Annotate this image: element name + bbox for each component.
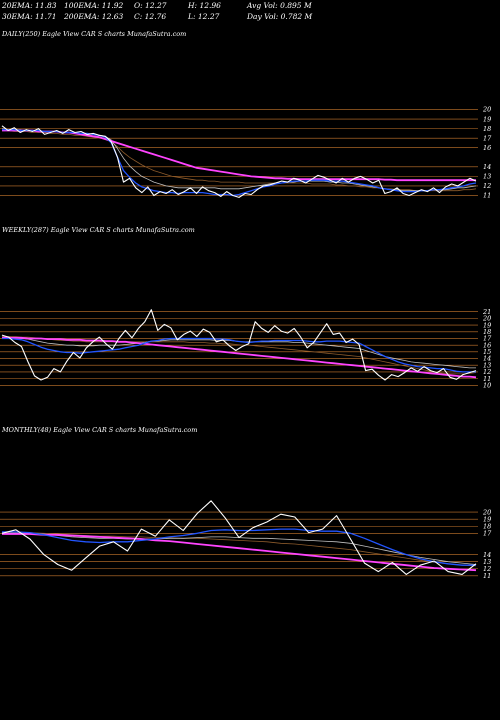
- daily-y-tick: 12: [483, 182, 491, 190]
- daily-y-tick: 18: [483, 125, 491, 133]
- monthly-y-tick: 19: [483, 515, 491, 523]
- monthly-y-tick: 20: [482, 508, 491, 516]
- weekly-ema-long-line: [2, 336, 477, 379]
- monthly-y-tick: 17: [483, 530, 492, 538]
- weekly-y-tick: 13: [483, 361, 491, 369]
- weekly-y-tick: 17: [483, 335, 492, 343]
- daily-price-line: [1, 125, 477, 198]
- weekly-y-tick: 21: [482, 308, 491, 316]
- monthly-y-tick: 18: [483, 522, 491, 530]
- high-readout: H: 12.96: [188, 1, 221, 10]
- monthly-ema-long-line: [2, 533, 477, 572]
- low-readout: L: 12.27: [188, 12, 220, 21]
- monthly-y-tick: 12: [483, 565, 491, 573]
- avg-volume-readout: Avg Vol: 0.895 M: [247, 1, 312, 10]
- open-readout: O: 12.27: [134, 1, 167, 10]
- monthly-ema-fast-line: [2, 528, 476, 566]
- monthly-price-line: [1, 500, 477, 575]
- daily-y-tick: 16: [483, 144, 491, 152]
- monthly-y-tick: 11: [483, 572, 491, 580]
- daily-y-tick: 11: [483, 192, 491, 200]
- daily-ema-long-line: [2, 129, 476, 182]
- weekly-y-tick: 12: [483, 368, 491, 376]
- daily-y-tick: 17: [483, 134, 492, 142]
- monthly-y-tick: 13: [483, 558, 491, 566]
- weekly-ema-brown-line: [2, 336, 477, 375]
- weekly-y-tick: 11: [483, 375, 491, 383]
- weekly-panel-title: WEEKLY(287) Eagle View CAR S charts Muna…: [2, 226, 195, 234]
- ema100-readout: 100EMA: 11.92: [64, 1, 124, 10]
- weekly-y-tick: 16: [483, 341, 491, 349]
- weekly-y-tick: 20: [482, 315, 491, 323]
- daily-y-tick: 20: [482, 106, 491, 114]
- weekly-y-tick: 19: [483, 321, 491, 329]
- monthly-y-tick: 14: [483, 551, 491, 559]
- weekly-price-line: [1, 309, 477, 381]
- daily-ema-brown-line: [2, 130, 477, 192]
- weekly-y-tick: 14: [483, 355, 491, 363]
- daily-ema-fast-line: [2, 128, 477, 197]
- day-volume-readout: Day Vol: 0.782 M: [247, 12, 313, 21]
- weekly-y-tick: 15: [483, 348, 491, 356]
- ema30-readout: 30EMA: 11.71: [2, 12, 57, 21]
- daily-y-tick: 13: [483, 173, 491, 181]
- ema20-readout: 20EMA: 11.83: [2, 1, 57, 10]
- indicator-header: 20EMA: 11.83 100EMA: 11.92 O: 12.27 H: 1…: [0, 0, 500, 30]
- ema200-readout: 200EMA: 12.63: [64, 12, 124, 21]
- weekly-y-tick: 10: [483, 382, 491, 390]
- close-readout: C: 12.76: [134, 12, 167, 21]
- weekly-ema-fast-line: [2, 337, 476, 373]
- weekly-y-tick: 18: [483, 328, 491, 336]
- daily-y-tick: 14: [483, 163, 491, 171]
- monthly-panel-title: MONTHLY(48) Eagle View CAR S charts Muna…: [2, 426, 198, 434]
- daily-panel-title: DAILY(250) Eagle View CAR S charts Munaf…: [2, 30, 187, 38]
- daily-y-tick: 19: [483, 115, 491, 123]
